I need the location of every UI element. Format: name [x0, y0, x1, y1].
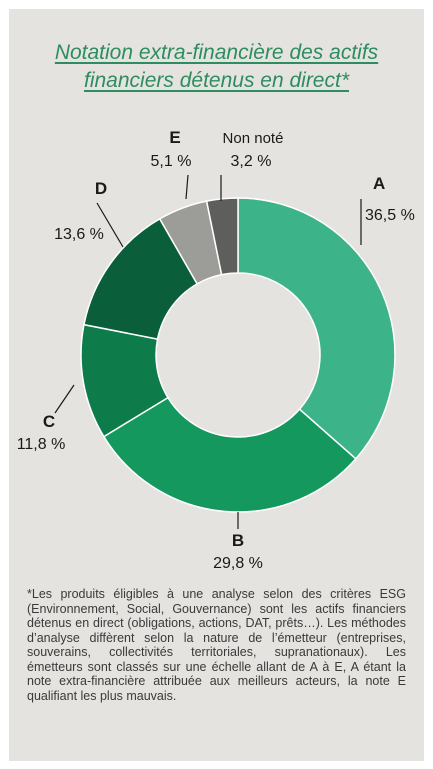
label-e: E — [169, 128, 180, 147]
slice-b — [102, 396, 357, 513]
footnote: *Les produits éligibles à une analyse se… — [27, 587, 406, 703]
chart-title-line-1: Notation extra-financière des actifs — [54, 41, 379, 64]
label-non-not-: Non noté — [223, 130, 284, 147]
value-label-a: 36,5 % — [365, 207, 415, 224]
chart-panel: Notation extra-financière des actifs fin… — [9, 9, 424, 761]
leader-d — [96, 202, 124, 248]
value-label-e: 5,1 % — [151, 153, 192, 170]
leader-c — [54, 384, 75, 414]
value-label-d: 13,6 % — [54, 226, 104, 243]
label-d: D — [95, 179, 107, 198]
label-c: C — [43, 412, 55, 431]
value-label-non-not-: 3,2 % — [231, 153, 272, 170]
label-b: B — [232, 531, 244, 550]
value-label-c: 11,8 % — [17, 436, 66, 453]
value-label-b: 29,8 % — [213, 555, 263, 572]
slice-non-not- — [205, 197, 239, 276]
chart-title-line-2: financiers détenus en direct* — [84, 69, 349, 92]
leader-e — [185, 174, 189, 200]
chart-title: Notation extra-financière des actifs fin… — [9, 39, 424, 95]
label-a: A — [373, 174, 385, 193]
slice-a — [237, 197, 396, 460]
donut-chart: A 36,5 % B 29,8 % C 11,8 % D 13,6 % E 5,1 % Non no… — [17, 128, 415, 572]
